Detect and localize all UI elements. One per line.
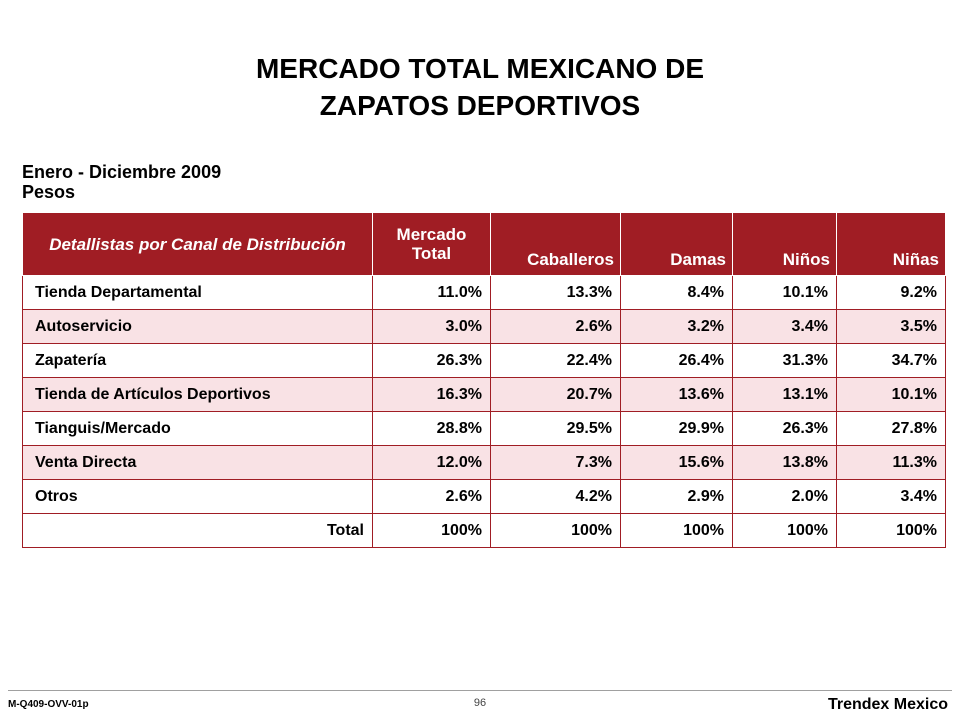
cell-total-market: 16.3%: [372, 377, 491, 412]
row-label: Zapatería: [22, 343, 373, 378]
header-women: Damas: [620, 212, 733, 276]
cell-women: 15.6%: [620, 445, 733, 480]
cell-total-market: 28.8%: [372, 411, 491, 446]
cell-total-market: 12.0%: [372, 445, 491, 480]
cell-total-market: 2.6%: [372, 479, 491, 514]
cell-girls: 27.8%: [836, 411, 946, 446]
row-label: Tienda de Artículos Deportivos: [22, 377, 373, 412]
row-label: Tienda Departamental: [22, 275, 373, 310]
row-label: Tianguis/Mercado: [22, 411, 373, 446]
cell-men: 4.2%: [490, 479, 621, 514]
market-share-table: Detallistas por Canal de Distribución Me…: [22, 212, 946, 548]
header-girls: Niñas: [836, 212, 946, 276]
cell-girls: 3.4%: [836, 479, 946, 514]
cell-girls: 100%: [836, 513, 946, 548]
table-row: Autoservicio 3.0% 2.6% 3.2% 3.4% 3.5%: [22, 309, 946, 344]
cell-men: 7.3%: [490, 445, 621, 480]
table-row: Tienda Departamental 11.0% 13.3% 8.4% 10…: [22, 275, 946, 310]
cell-men: 29.5%: [490, 411, 621, 446]
total-label: Total: [22, 513, 373, 548]
cell-women: 13.6%: [620, 377, 733, 412]
table-header-row: Detallistas por Canal de Distribución Me…: [22, 212, 946, 276]
cell-girls: 9.2%: [836, 275, 946, 310]
table-row: Otros 2.6% 4.2% 2.9% 2.0% 3.4%: [22, 479, 946, 514]
row-label: Autoservicio: [22, 309, 373, 344]
cell-girls: 34.7%: [836, 343, 946, 378]
subtitle: Enero - Diciembre 2009 Pesos: [22, 162, 221, 202]
footer-divider: [8, 690, 952, 691]
header-channel: Detallistas por Canal de Distribución: [22, 212, 373, 276]
cell-men: 13.3%: [490, 275, 621, 310]
cell-boys: 3.4%: [732, 309, 837, 344]
cell-boys: 26.3%: [732, 411, 837, 446]
cell-men: 100%: [490, 513, 621, 548]
cell-girls: 3.5%: [836, 309, 946, 344]
cell-boys: 31.3%: [732, 343, 837, 378]
brand-name: Trendex Mexico: [827, 696, 948, 713]
cell-men: 2.6%: [490, 309, 621, 344]
table-row: Tianguis/Mercado 28.8% 29.5% 29.9% 26.3%…: [22, 411, 946, 446]
cell-women: 100%: [620, 513, 733, 548]
cell-women: 29.9%: [620, 411, 733, 446]
table-total-row: Total 100% 100% 100% 100% 100%: [22, 513, 946, 548]
cell-women: 2.9%: [620, 479, 733, 514]
cell-boys: 2.0%: [732, 479, 837, 514]
cell-women: 3.2%: [620, 309, 733, 344]
cell-girls: 10.1%: [836, 377, 946, 412]
cell-men: 22.4%: [490, 343, 621, 378]
cell-men: 20.7%: [490, 377, 621, 412]
title-line-1: MERCADO TOTAL MEXICANO DE: [255, 53, 704, 84]
cell-women: 8.4%: [620, 275, 733, 310]
row-label: Otros: [22, 479, 373, 514]
unit-label: Pesos: [22, 182, 76, 202]
cell-total-market: 3.0%: [372, 309, 491, 344]
document-code: M-Q409-OVV-01p: [8, 699, 89, 710]
slide-title: MERCADO TOTAL MEXICANO DE ZAPATOS DEPORT…: [0, 50, 960, 124]
cell-girls: 11.3%: [836, 445, 946, 480]
table-row: Zapatería 26.3% 22.4% 26.4% 31.3% 34.7%: [22, 343, 946, 378]
cell-total-market: 11.0%: [372, 275, 491, 310]
cell-boys: 100%: [732, 513, 837, 548]
header-boys: Niños: [732, 212, 837, 276]
cell-total-market: 26.3%: [372, 343, 491, 378]
cell-women: 26.4%: [620, 343, 733, 378]
cell-boys: 13.1%: [732, 377, 837, 412]
period-label: Enero - Diciembre 2009: [22, 162, 222, 182]
row-label: Venta Directa: [22, 445, 373, 480]
header-total-market: Mercado Total: [372, 212, 491, 276]
cell-boys: 10.1%: [732, 275, 837, 310]
table-row: Venta Directa 12.0% 7.3% 15.6% 13.8% 11.…: [22, 445, 946, 480]
title-line-2: ZAPATOS DEPORTIVOS: [319, 90, 641, 121]
table-row: Tienda de Artículos Deportivos 16.3% 20.…: [22, 377, 946, 412]
cell-boys: 13.8%: [732, 445, 837, 480]
header-men: Caballeros: [490, 212, 621, 276]
cell-total-market: 100%: [372, 513, 491, 548]
page-number: 96: [473, 697, 487, 709]
